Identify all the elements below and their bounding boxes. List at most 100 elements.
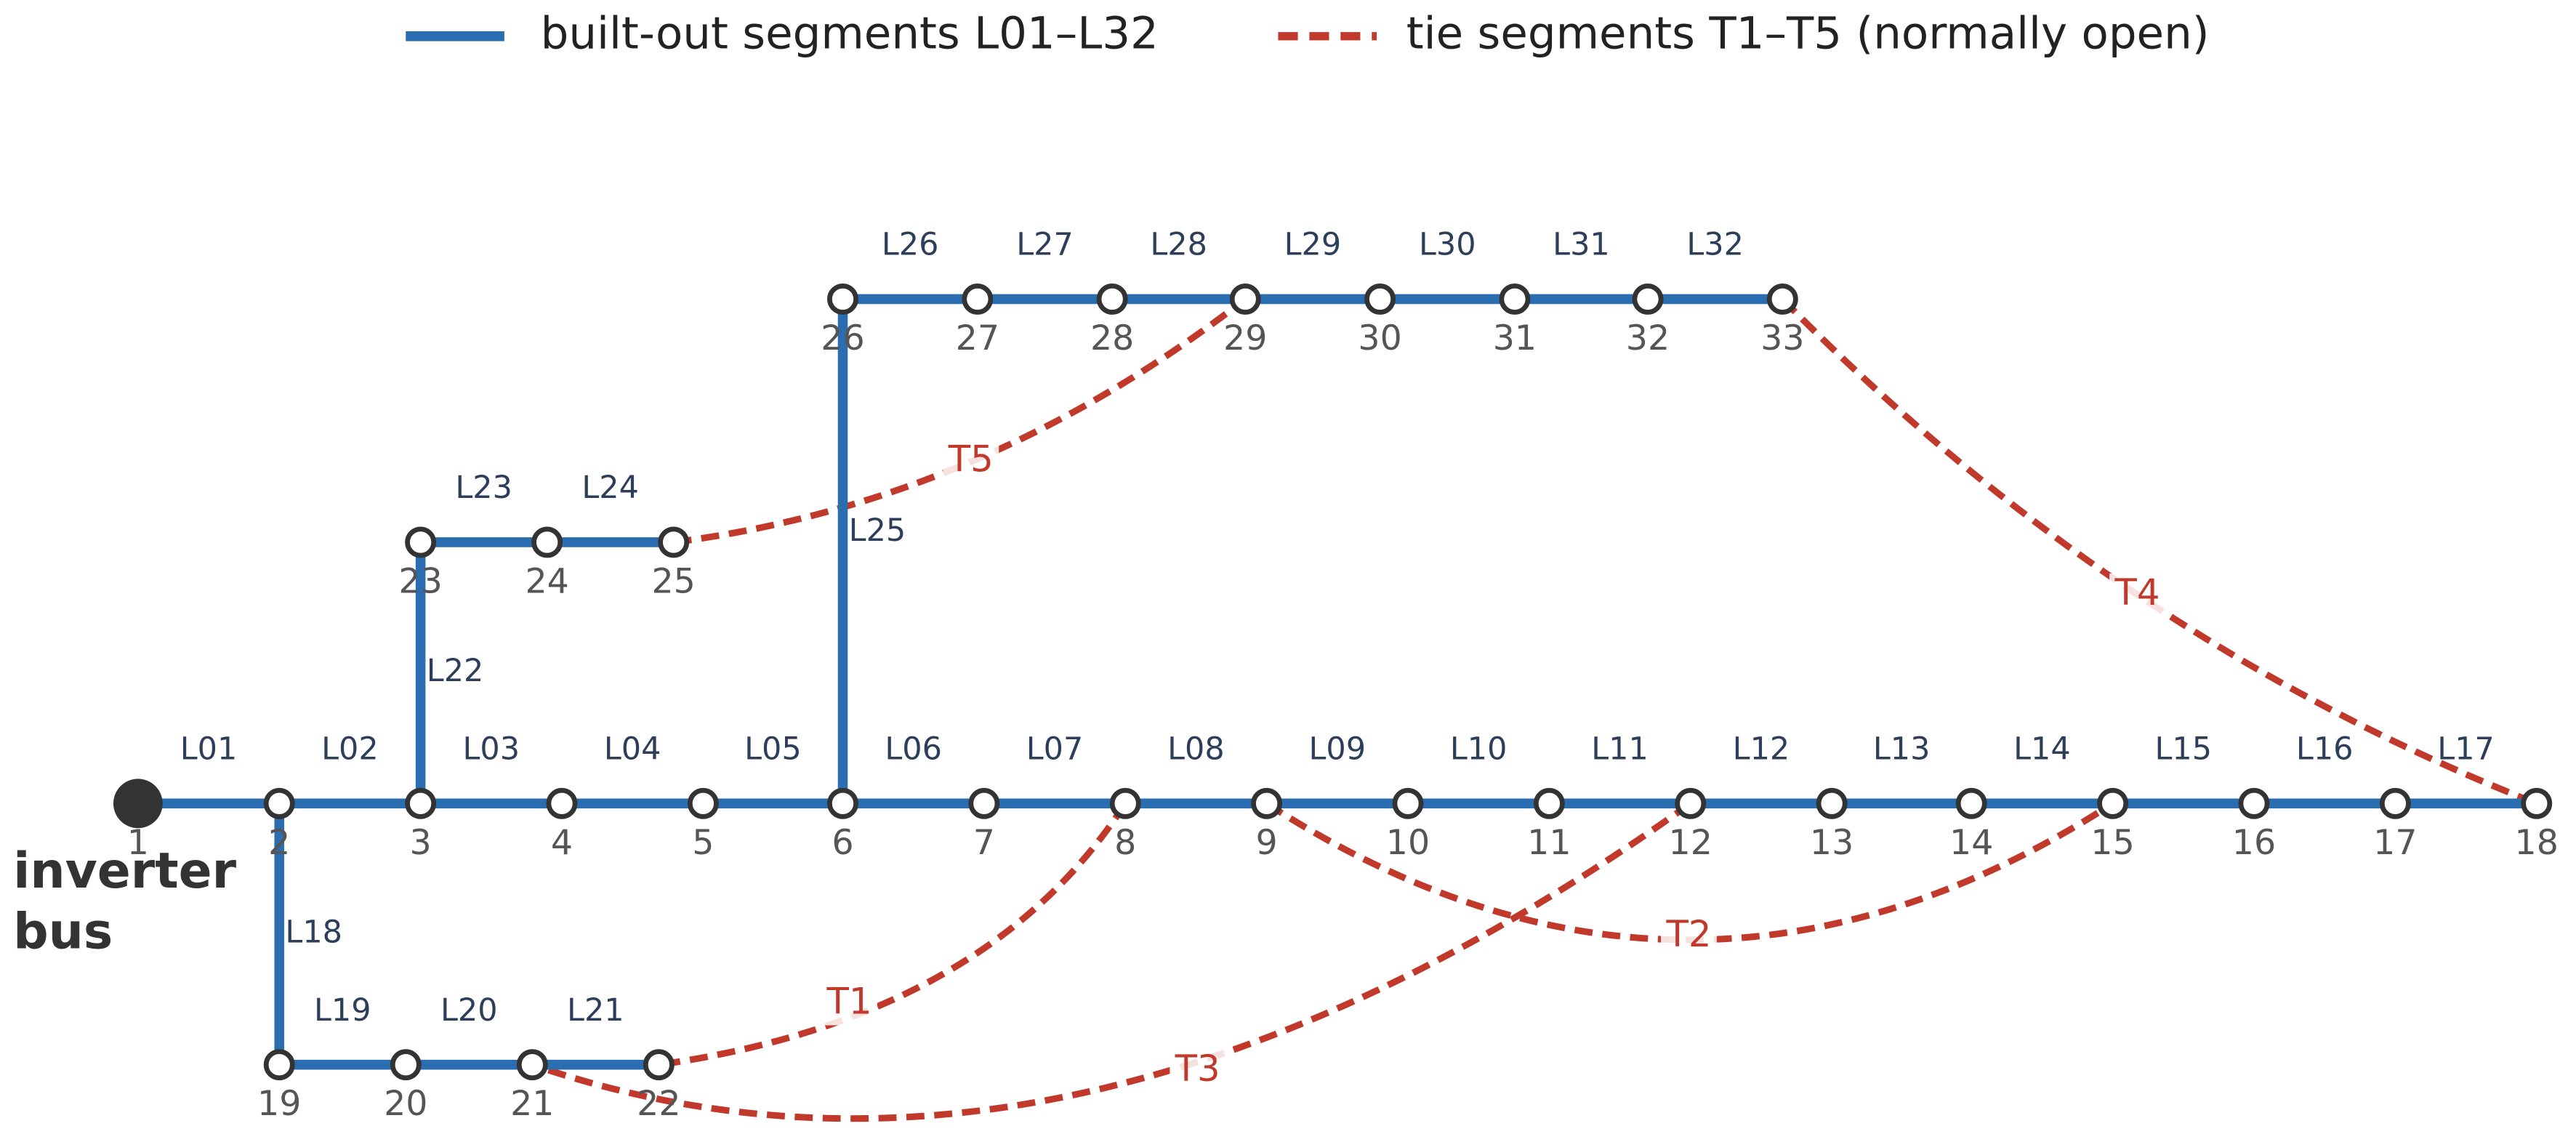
line-label: L28	[1150, 227, 1207, 263]
node-label: 31	[1493, 318, 1537, 358]
node-label: 22	[637, 1084, 680, 1124]
tie-label-bg	[943, 440, 999, 483]
node	[1632, 283, 1664, 315]
line-label: L07	[1026, 731, 1084, 767]
node-label: 11	[1527, 823, 1571, 863]
node	[1499, 283, 1531, 315]
bus-label: inverter	[13, 842, 237, 899]
node-label: 5	[692, 823, 714, 863]
node	[263, 1049, 295, 1081]
line-label: L14	[2013, 731, 2071, 767]
node	[1766, 283, 1798, 315]
node	[2238, 787, 2270, 819]
node	[546, 787, 578, 819]
line-label: L25	[849, 512, 906, 549]
node	[827, 787, 858, 819]
node-label: 25	[651, 561, 695, 601]
node	[405, 787, 437, 819]
tie-label-bg	[1661, 915, 1717, 958]
line-label: L02	[321, 731, 379, 767]
node-label: 26	[821, 318, 864, 358]
node	[1392, 787, 1424, 819]
node-label: 3	[410, 823, 432, 863]
line-label: L06	[885, 731, 942, 767]
node-label: 21	[510, 1084, 554, 1124]
node	[2097, 787, 2129, 819]
node	[1816, 787, 1848, 819]
node	[263, 787, 295, 819]
line-label: L04	[604, 731, 661, 767]
tie-label: T5	[948, 438, 994, 480]
node	[2521, 787, 2553, 819]
line-label: L20	[440, 992, 498, 1029]
tie-label-bg	[2109, 573, 2165, 616]
tie-label: T1	[826, 981, 872, 1023]
tie-label: T2	[1665, 913, 1711, 955]
node-label: 12	[1669, 823, 1712, 863]
line-label: L29	[1284, 227, 1342, 263]
line-label: L08	[1167, 731, 1225, 767]
legend-label: tie segments T1–T5 (normally open)	[1406, 7, 2210, 59]
node	[1251, 787, 1283, 819]
node	[968, 787, 1000, 819]
line-label: L32	[1686, 227, 1744, 263]
tie-label: T4	[2114, 571, 2160, 614]
line-label: L11	[1591, 731, 1649, 767]
node-label: 15	[2090, 823, 2134, 863]
line-label: L01	[180, 731, 238, 767]
node	[1533, 787, 1565, 819]
node	[1109, 787, 1141, 819]
node-label: 30	[1358, 318, 1401, 358]
node	[1229, 283, 1261, 315]
line-label: L31	[1553, 227, 1610, 263]
lines: L01 L02 L03 L04 L05 L06 L07 L08 L09 L10 L11 L12 L13 L…	[137, 227, 2537, 1070]
node-label: 32	[1626, 318, 1670, 358]
node-label: 4	[551, 823, 573, 863]
line-label: L15	[2155, 731, 2213, 767]
ties: T1 T2 T3 T4 T5	[531, 296, 2538, 1122]
tie-segment	[1780, 297, 2538, 807]
node	[658, 526, 690, 558]
node-label: 24	[525, 561, 568, 601]
bus-label: bus	[13, 903, 113, 960]
node-label: 28	[1090, 318, 1134, 358]
node-label: 2	[268, 823, 290, 863]
line-label: L17	[2437, 731, 2495, 767]
line-label: L03	[463, 731, 520, 767]
tie-segment	[658, 801, 1129, 1069]
line-label: L19	[314, 992, 371, 1029]
line-label: L09	[1309, 731, 1367, 767]
line-label: L18	[285, 914, 342, 951]
node-label: 18	[2515, 823, 2559, 863]
line-label: L21	[567, 992, 624, 1029]
node	[405, 526, 437, 558]
tie-label: T3	[1175, 1047, 1220, 1090]
node	[2379, 787, 2411, 819]
node-label: 29	[1223, 318, 1267, 358]
node	[687, 787, 719, 819]
node	[1096, 283, 1128, 315]
node-label: 27	[956, 318, 999, 358]
bus-node	[113, 779, 163, 829]
node-label: 16	[2232, 823, 2276, 863]
node-label: 23	[398, 561, 442, 601]
node	[827, 283, 858, 315]
tie-label-bg	[821, 982, 877, 1026]
node-label: 14	[1949, 823, 1993, 863]
line-label: L12	[1733, 731, 1790, 767]
line-label: L16	[2296, 731, 2354, 767]
node	[1364, 283, 1396, 315]
node	[1955, 787, 1987, 819]
tie-label-bg	[1170, 1050, 1226, 1093]
node	[1675, 787, 1707, 819]
line-label: L13	[1873, 731, 1931, 767]
node	[390, 1049, 422, 1081]
node	[643, 1049, 675, 1081]
node-label: 20	[384, 1084, 427, 1124]
node-label: 1	[127, 823, 149, 863]
line-label: L24	[581, 470, 639, 506]
line-label: L23	[455, 470, 512, 506]
